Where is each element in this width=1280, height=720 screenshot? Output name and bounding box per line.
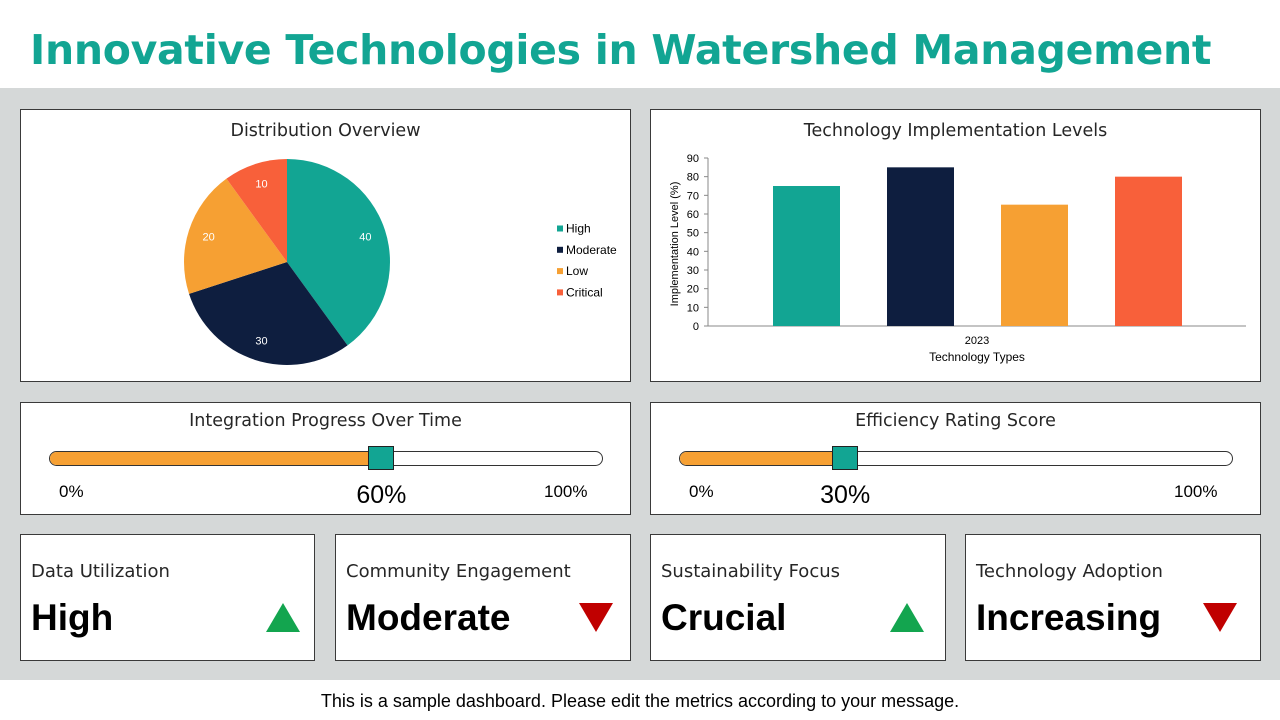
pie-chart-title: Distribution Overview <box>230 121 421 141</box>
integration-progress-value: 60% <box>356 481 407 509</box>
kpi-label: Sustainability Focus <box>661 561 841 582</box>
kpi-label: Community Engagement <box>346 561 571 582</box>
kpi-card-sustainability-focus: Sustainability Focus Crucial <box>650 534 946 661</box>
efficiency-rating-max-label: 100% <box>1174 482 1218 501</box>
y-tick-label: 70 <box>687 190 699 202</box>
triangle-down-icon <box>1203 603 1237 632</box>
kpi-label: Data Utilization <box>31 561 170 582</box>
pie-slice-high <box>287 159 391 346</box>
integration-progress-handle[interactable] <box>368 446 395 470</box>
triangle-up-icon <box>266 603 300 632</box>
y-tick-label: 20 <box>687 284 699 296</box>
efficiency-rating-title: Efficiency Rating Score <box>855 411 1056 431</box>
pie-slice-low <box>184 178 287 294</box>
legend-swatch <box>557 225 563 232</box>
y-tick-label: 90 <box>687 153 699 165</box>
triangle-up-icon <box>890 603 924 632</box>
efficiency-rating-handle[interactable] <box>832 446 859 470</box>
footer-note: This is a sample dashboard. Please edit … <box>320 691 960 711</box>
pie-data-label: 20 <box>203 232 215 244</box>
legend-swatch <box>557 246 563 253</box>
pie-chart: 40 30 20 10 High Moderate Low Critical <box>184 159 617 365</box>
legend-item: Critical <box>566 285 603 299</box>
distribution-panel: Distribution Overview 40 30 20 10 High Modera… <box>20 109 631 382</box>
triangle-down-icon <box>579 603 613 632</box>
pie-data-label: 40 <box>359 232 371 244</box>
kpi-value: High <box>31 597 114 638</box>
kpi-card-technology-adoption: Technology Adoption Increasing <box>965 534 1261 661</box>
y-tick-label: 80 <box>687 172 699 184</box>
implementation-panel: Technology Implementation Levels 0 10 20 30… <box>650 109 1261 382</box>
x-axis-title: Technology Types <box>929 350 1025 364</box>
bar-1 <box>773 186 840 326</box>
integration-progress-fill <box>50 452 382 465</box>
y-tick-label: 40 <box>687 246 699 258</box>
kpi-value: Increasing <box>976 597 1162 638</box>
bar-2 <box>887 167 954 326</box>
kpi-label: Technology Adoption <box>976 561 1163 582</box>
y-axis-title: Implementation Level (%) <box>669 182 681 307</box>
legend-item: High <box>566 222 591 236</box>
pie-data-label: 10 <box>255 179 267 191</box>
pie-data-label: 30 <box>255 335 267 347</box>
pie-slice-critical <box>226 159 287 262</box>
legend-item: Low <box>566 264 588 278</box>
y-tick-label: 0 <box>693 321 699 333</box>
kpi-value: Crucial <box>661 597 787 638</box>
integration-progress-track <box>49 451 603 466</box>
page-title: Innovative Technologies in Watershed Man… <box>30 26 1212 74</box>
kpi-value: Moderate <box>346 597 511 638</box>
legend-swatch <box>557 289 563 296</box>
y-tick-label: 60 <box>687 209 699 221</box>
y-tick-label: 30 <box>687 265 699 277</box>
efficiency-rating-fill <box>680 452 846 465</box>
kpi-card-data-utilization: Data Utilization High <box>20 534 315 661</box>
pie-slice-moderate <box>189 262 348 365</box>
efficiency-rating-value: 30% <box>820 481 871 509</box>
bar-3 <box>1001 204 1068 326</box>
efficiency-rating-min-label: 0% <box>689 482 714 501</box>
kpi-card-community-engagement: Community Engagement Moderate <box>335 534 631 661</box>
efficiency-rating-panel: Efficiency Rating Score 0% 30% 100% <box>650 402 1261 515</box>
y-tick-label: 50 <box>687 228 699 240</box>
integration-progress-panel: Integration Progress Over Time 0% 60% 10… <box>20 402 631 515</box>
integration-progress-min-label: 0% <box>59 482 84 501</box>
legend-swatch <box>557 268 563 275</box>
integration-progress-title: Integration Progress Over Time <box>189 411 462 431</box>
bar-chart: 0 10 20 30 40 50 60 70 80 90 2023 Technology Types I… <box>669 153 1246 364</box>
bar-chart-title: Technology Implementation Levels <box>803 121 1108 141</box>
x-tick-label: 2023 <box>965 335 989 347</box>
efficiency-rating-track <box>679 451 1233 466</box>
legend-item: Moderate <box>566 243 617 257</box>
bar-4 <box>1115 176 1182 326</box>
y-tick-label: 10 <box>687 302 699 314</box>
integration-progress-max-label: 100% <box>544 482 588 501</box>
